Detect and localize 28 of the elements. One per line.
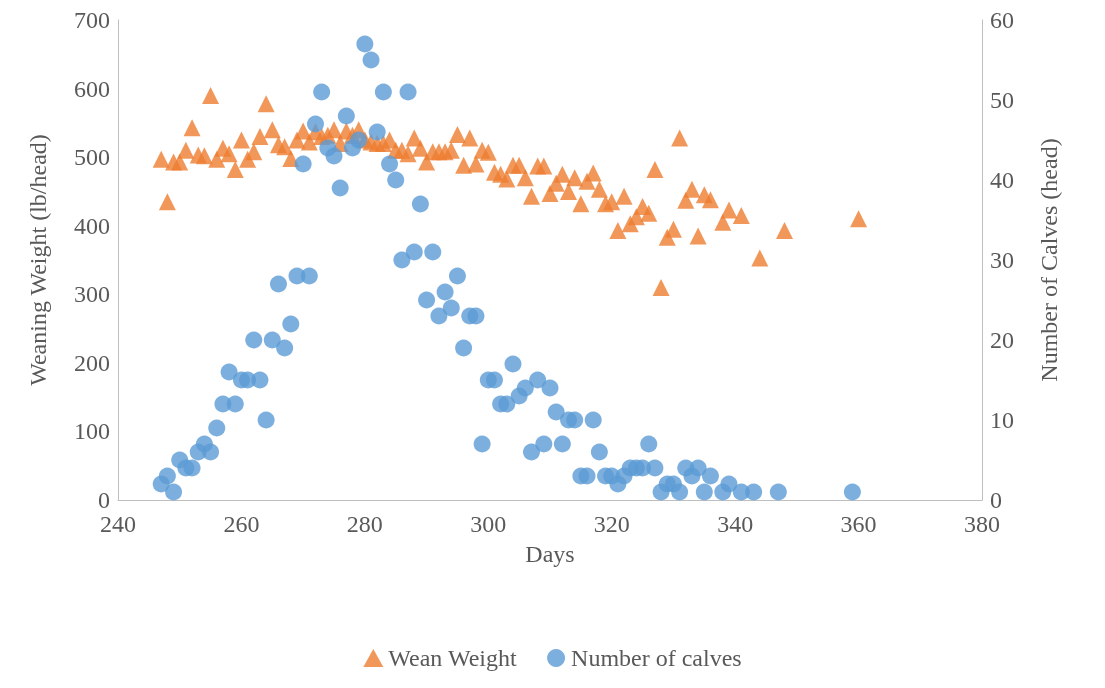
x-axis-title: Days (525, 541, 575, 567)
y2-tick-label: 20 (990, 327, 1014, 353)
x-tick-label: 360 (840, 511, 877, 537)
x-tick-label: 280 (346, 511, 383, 537)
y-axis-title: Weaning Weight (lb/head) (25, 134, 51, 386)
x-tick-label: 260 (223, 511, 260, 537)
y2-tick-label: 0 (990, 487, 1002, 513)
legend-label: Number of calves (571, 645, 742, 671)
x-tick-label: 380 (964, 511, 1000, 537)
y2-tick-label: 10 (990, 407, 1014, 433)
x-tick-label: 240 (100, 511, 136, 537)
y-tick-label: 600 (74, 75, 110, 102)
y-tick-label: 100 (74, 418, 110, 445)
x-tick-label: 300 (470, 511, 507, 537)
y-tick-label: 500 (74, 144, 110, 171)
legend-label: Wean Weight (388, 645, 517, 671)
y-tick-label: 400 (74, 212, 110, 239)
y2-tick-label: 60 (990, 7, 1014, 33)
y2-tick-label: 50 (990, 87, 1014, 113)
y-tick-label: 200 (74, 349, 110, 376)
x-tick-label: 340 (717, 511, 754, 537)
y2-axis-title: Number of Calves (head) (1036, 138, 1062, 382)
y-tick-label: 700 (74, 7, 110, 33)
y-tick-label: 0 (98, 487, 110, 513)
x-tick-label: 320 (593, 511, 630, 537)
y2-tick-label: 30 (990, 247, 1014, 273)
y2-tick-label: 40 (990, 167, 1014, 193)
y-tick-label: 300 (74, 281, 110, 308)
